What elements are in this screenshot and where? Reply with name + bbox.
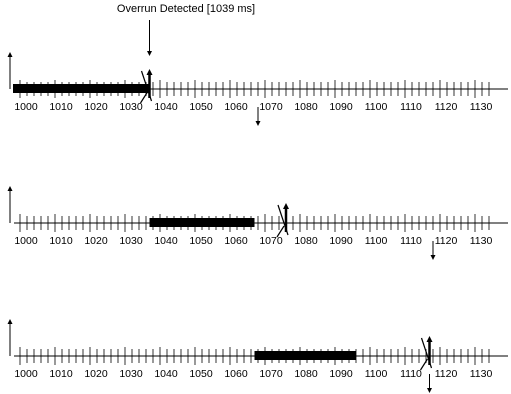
timeline-3-deadline-slash-lower	[419, 358, 429, 371]
timeline-2-execution-bar	[149, 218, 255, 227]
timeline-3-tick-label: 1110	[400, 368, 422, 380]
timeline-1-execution-bar	[13, 84, 150, 93]
timeline-1-tick-label: 1060	[224, 101, 248, 113]
timeline-1-next-release-arrow-head	[255, 121, 261, 126]
timeline-2-tick-label: 1000	[14, 235, 38, 247]
timeline-3-tick-label: 1120	[435, 368, 458, 380]
timeline-3-execution-bar	[254, 351, 356, 360]
timeline-1-tick-label: 1050	[189, 101, 213, 113]
timeline-3-tick-label: 1050	[189, 368, 213, 380]
timeline-3-tick-label: 1100	[365, 368, 388, 380]
timeline-1-tick-label: 1010	[49, 101, 73, 113]
timeline-3-next-release-arrow-head	[427, 388, 432, 393]
timeline-2-tick-label: 1080	[294, 235, 318, 247]
timeline-1-deadline-slash-lower	[139, 91, 149, 104]
timeline-2-tick-label: 1010	[49, 235, 73, 247]
timeline-3-deadline-slash	[420, 337, 433, 369]
timeline-1-tick-label: 1070	[259, 101, 283, 113]
timeline-3-tick-label: 1070	[259, 368, 283, 380]
timeline-2-tick-label: 1040	[154, 235, 178, 247]
timeline-1-tick-label: 1040	[154, 101, 178, 113]
timeline-2-deadline-slash	[277, 204, 289, 236]
timeline-2-tick-label: 1110	[400, 235, 422, 247]
timeline-2-tick-label: 1130	[470, 235, 493, 247]
timeline-3-tick-label: 1010	[49, 368, 73, 380]
timeline-2-deadline-slash-lower	[276, 225, 285, 238]
timeline-3-tick-label: 1030	[119, 368, 143, 380]
timeline-1-deadline-slash	[140, 70, 153, 102]
timeline-2-tick-label: 1030	[119, 235, 143, 247]
timeline-2-tick-label: 1100	[365, 235, 388, 247]
timeline-3-tick-label: 1000	[14, 368, 38, 380]
timeline-3-tick-label: 1090	[329, 368, 353, 380]
timeline-1-tick-label: 1020	[84, 101, 108, 113]
timeline-1-release-arrow-head	[7, 52, 13, 57]
timeline-2-tick-label: 1060	[224, 235, 248, 247]
title-pointer-arrow-head	[147, 51, 152, 56]
timeline-3-release-arrow-head	[7, 319, 13, 324]
overrun-title: Overrun Detected [1039 ms]	[116, 3, 256, 15]
timeline-1-tick-label: 1080	[294, 101, 318, 113]
timeline-1-tick-label: 1100	[365, 101, 388, 113]
timeline-1-tick-label: 1030	[119, 101, 143, 113]
timeline-1-tick-label: 1120	[435, 101, 458, 113]
timeline-2-current-time-head	[283, 203, 289, 209]
timeline-2-tick-label: 1120	[435, 235, 458, 247]
timeline-1-tick-label: 1000	[14, 101, 38, 113]
timeline-2-tick-label: 1050	[189, 235, 213, 247]
timeline-2-tick-label: 1090	[329, 235, 353, 247]
timeline-1-current-time-head	[146, 69, 153, 75]
timeline-2-next-release-arrow-head	[430, 255, 436, 260]
timeline-2-tick-label: 1020	[84, 235, 108, 247]
timeline-2-tick-label: 1070	[259, 235, 283, 247]
timeline-1-tick-label: 1130	[470, 101, 493, 113]
timeline-3-tick-label: 1040	[154, 368, 178, 380]
timeline-3-tick-label: 1060	[224, 368, 248, 380]
timeline-1-tick-label: 1090	[329, 101, 353, 113]
timeline-3-tick-label: 1130	[470, 368, 493, 380]
timeline-3-tick-label: 1080	[294, 368, 318, 380]
timeline-2-release-arrow-head	[7, 186, 13, 191]
timeline-1-tick-label: 1110	[400, 101, 422, 113]
timeline-3-current-time-head	[426, 336, 433, 342]
timeline-3-tick-label: 1020	[84, 368, 108, 380]
